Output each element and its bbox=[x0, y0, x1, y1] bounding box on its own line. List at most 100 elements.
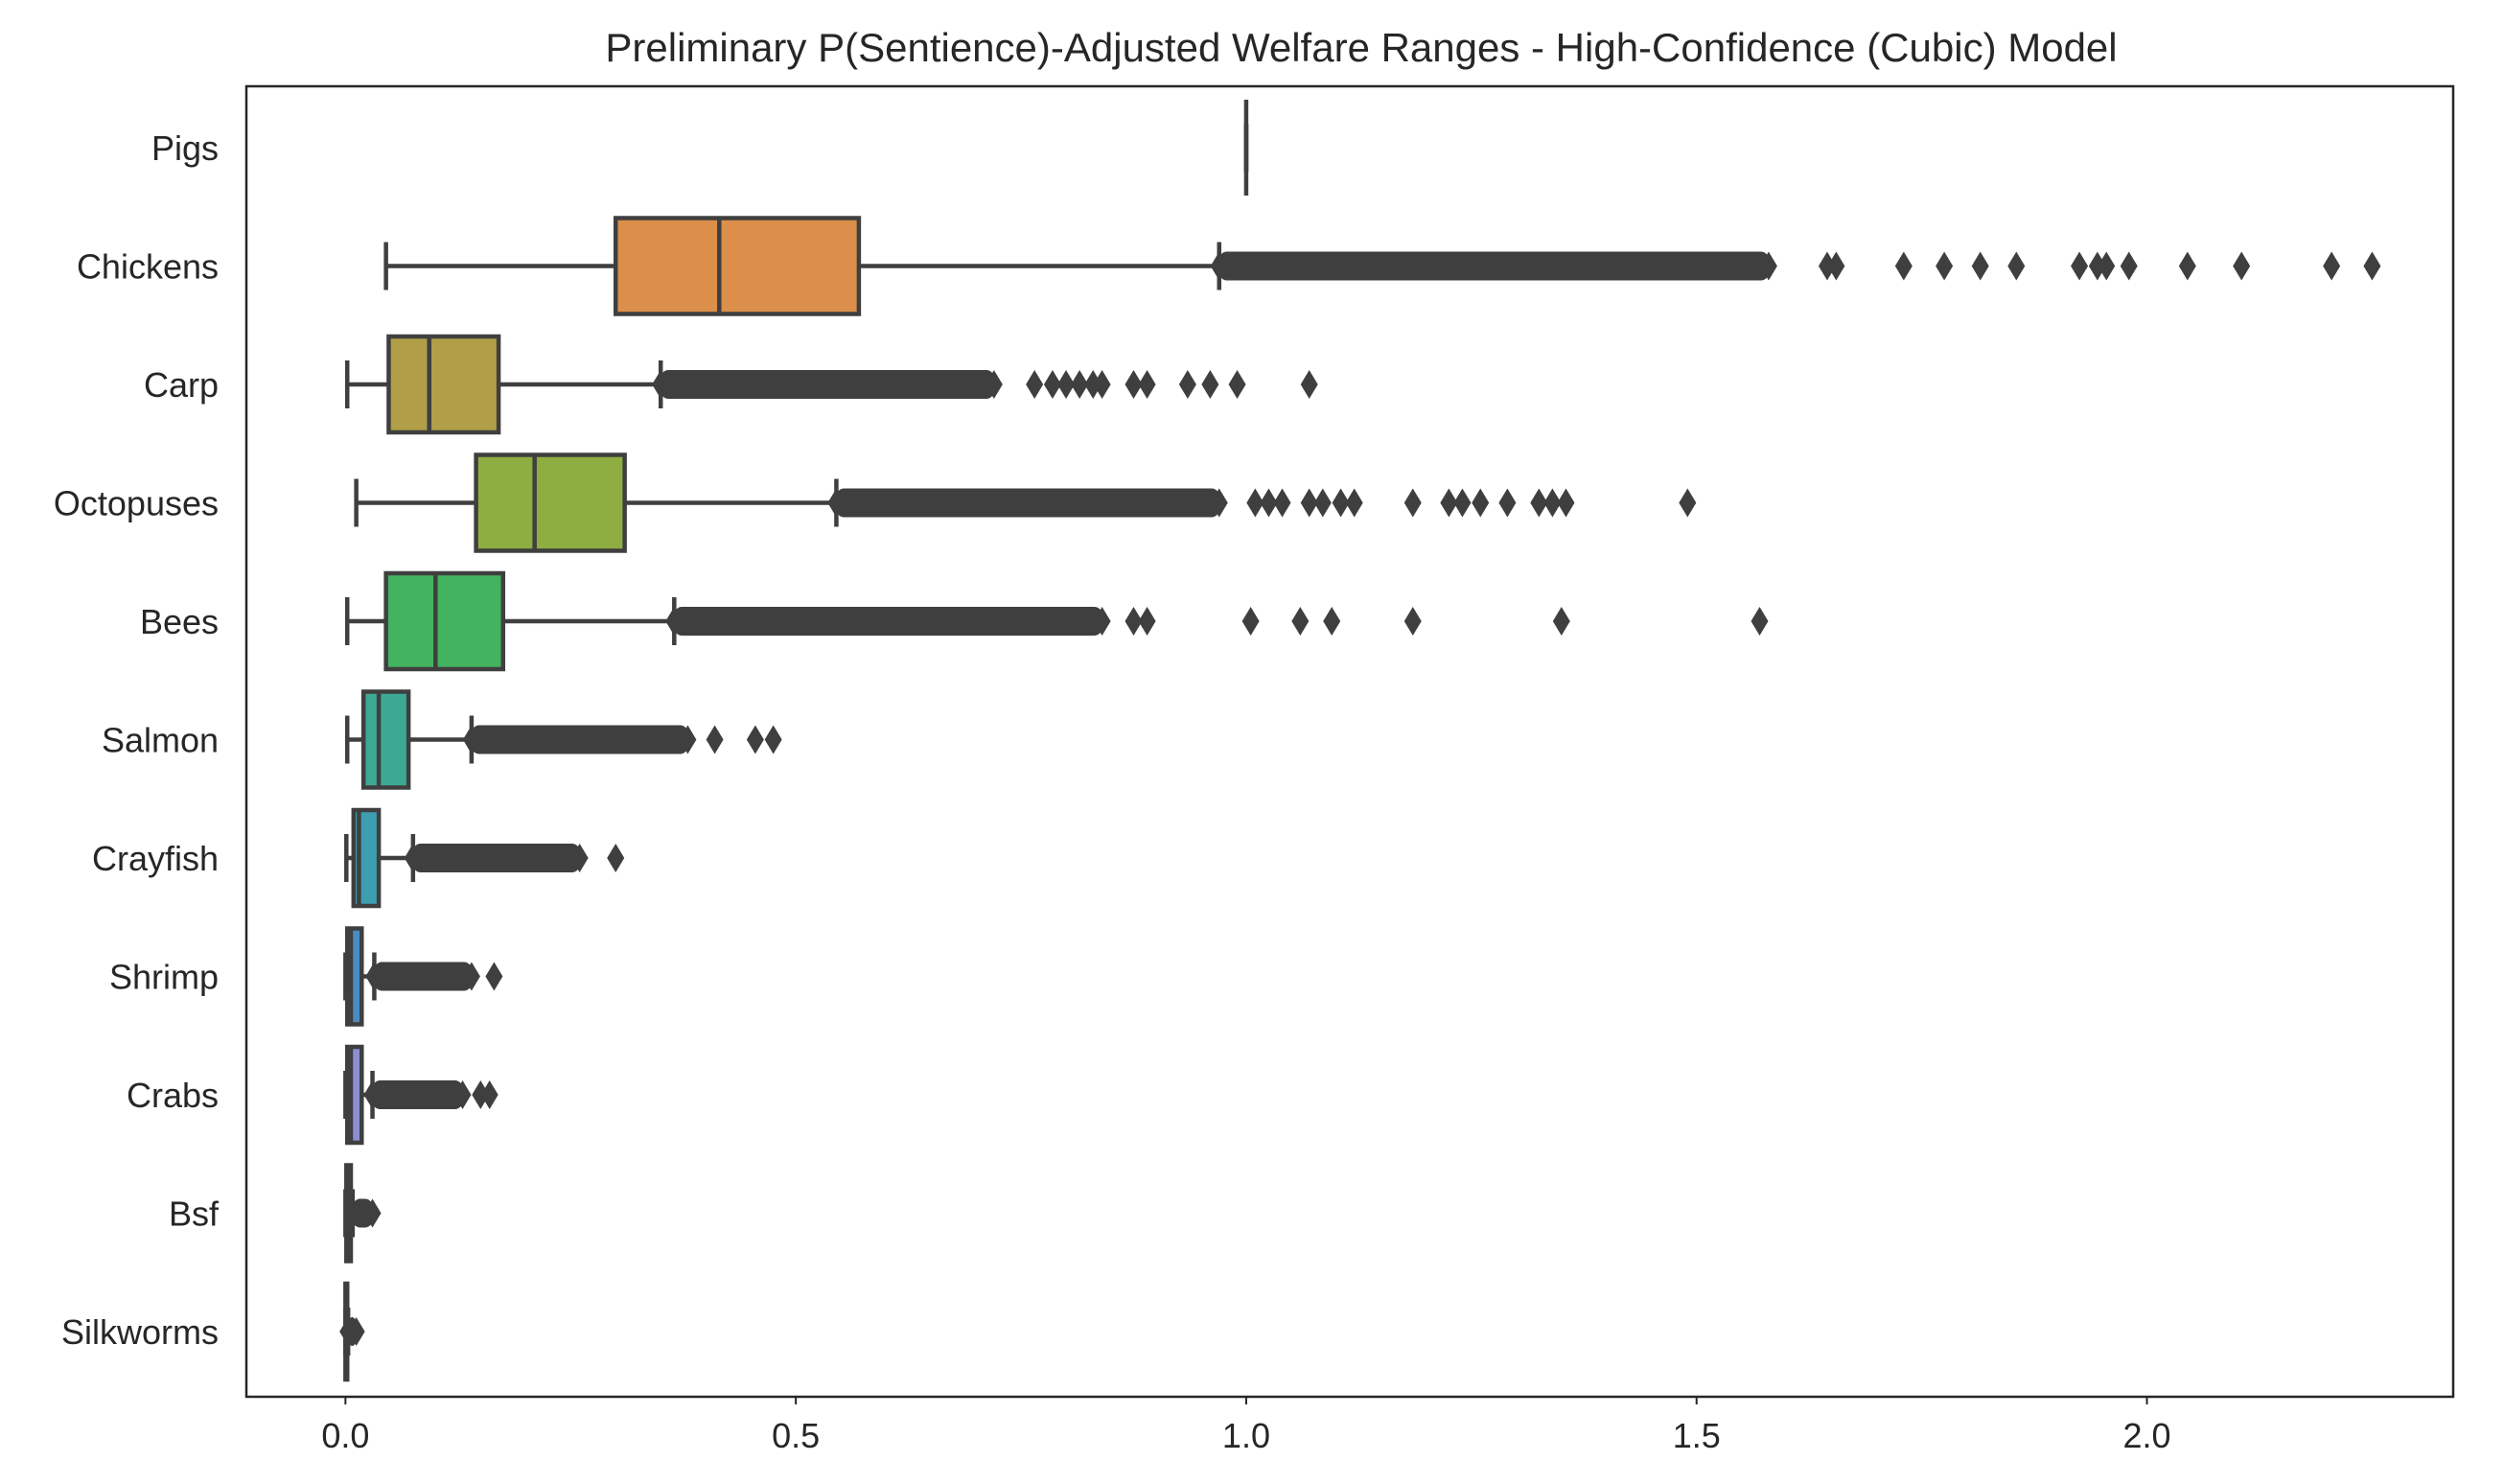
outlier-marker-chickens bbox=[2178, 251, 2196, 281]
outlier-marker-bees bbox=[665, 607, 684, 636]
outlier-marker-chickens bbox=[1210, 251, 1228, 281]
outlier-marker-carp bbox=[1043, 370, 1061, 399]
y-tick-label-salmon: Salmon bbox=[102, 721, 219, 760]
outlier-marker-octopuses bbox=[1246, 488, 1264, 518]
box-salmon bbox=[360, 689, 411, 790]
outlier-band-salmon bbox=[471, 725, 688, 754]
outlier-marker-crabs bbox=[472, 1080, 490, 1109]
outlier-marker-octopuses bbox=[1313, 488, 1332, 518]
outlier-marker-octopuses bbox=[1498, 488, 1517, 518]
outlier-marker-shrimp bbox=[485, 962, 503, 991]
outlier-band-chickens bbox=[1218, 251, 1769, 281]
box-bees bbox=[383, 570, 506, 672]
outlier-marker-chickens bbox=[2071, 251, 2089, 281]
box-group-chickens bbox=[383, 216, 2381, 316]
box-chickens bbox=[613, 216, 862, 316]
box-group-crayfish bbox=[344, 807, 625, 909]
outlier-marker-octopuses bbox=[1345, 488, 1363, 518]
outlier-marker-shrimp bbox=[365, 962, 383, 991]
outlier-marker-octopuses bbox=[1332, 488, 1350, 518]
box-group-bees bbox=[344, 570, 1769, 672]
outlier-marker-chickens bbox=[1971, 251, 1989, 281]
outlier-marker-crabs bbox=[480, 1080, 498, 1109]
y-tick-label-bees: Bees bbox=[140, 602, 219, 641]
outlier-marker-chickens bbox=[2098, 251, 2116, 281]
plot-frame bbox=[244, 84, 2455, 1399]
outlier-marker-chickens bbox=[1818, 251, 1836, 281]
outlier-marker-octopuses bbox=[1530, 488, 1548, 518]
outlier-marker-carp bbox=[1093, 370, 1111, 399]
box-group-bsf bbox=[343, 1163, 382, 1264]
y-tick-label-carp: Carp bbox=[144, 365, 219, 405]
outlier-marker-octopuses bbox=[1557, 488, 1575, 518]
outlier-band-crayfish bbox=[412, 844, 580, 872]
box-group-crabs bbox=[343, 1044, 498, 1146]
box-group-shrimp bbox=[343, 926, 503, 1027]
outlier-marker-bees bbox=[1552, 607, 1570, 636]
outlier-band-bees bbox=[674, 607, 1102, 636]
outlier-marker-octopuses bbox=[827, 488, 846, 518]
outlier-marker-bees bbox=[1291, 607, 1310, 636]
x-tick-label: 0.0 bbox=[321, 1416, 369, 1455]
outlier-band-shrimp bbox=[374, 962, 472, 991]
outlier-marker-carp bbox=[1201, 370, 1219, 399]
outlier-marker-carp bbox=[1057, 370, 1076, 399]
outlier-marker-octopuses bbox=[1440, 488, 1458, 518]
outlier-marker-octopuses bbox=[1679, 488, 1697, 518]
outlier-marker-bees bbox=[1138, 607, 1156, 636]
outlier-marker-bees bbox=[1403, 607, 1422, 636]
outlier-marker-crabs bbox=[453, 1080, 472, 1109]
y-tick-label-bsf: Bsf bbox=[169, 1194, 220, 1234]
x-tick-label: 0.5 bbox=[772, 1416, 820, 1455]
outlier-marker-shrimp bbox=[462, 962, 480, 991]
y-tick-label-silkworms: Silkworms bbox=[61, 1312, 219, 1352]
outlier-marker-octopuses bbox=[1453, 488, 1472, 518]
outlier-marker-carp bbox=[1138, 370, 1156, 399]
chart-title: Preliminary P(Sentience)-Adjusted Welfar… bbox=[605, 25, 2117, 70]
outlier-marker-octopuses bbox=[1472, 488, 1490, 518]
box-group-octopuses bbox=[354, 452, 1697, 553]
outlier-marker-crabs bbox=[363, 1080, 382, 1109]
outlier-marker-chickens bbox=[1827, 251, 1845, 281]
y-tick-label-crayfish: Crayfish bbox=[92, 839, 219, 878]
outlier-marker-octopuses bbox=[1260, 488, 1278, 518]
outlier-marker-octopuses bbox=[1543, 488, 1562, 518]
y-tick-label-octopuses: Octopuses bbox=[54, 484, 219, 523]
outlier-marker-carp bbox=[1228, 370, 1246, 399]
outlier-marker-salmon bbox=[462, 725, 480, 754]
y-tick-label-shrimp: Shrimp bbox=[109, 958, 219, 997]
outlier-marker-chickens bbox=[2233, 251, 2251, 281]
outlier-marker-chickens bbox=[2088, 251, 2106, 281]
outlier-marker-carp bbox=[1071, 370, 1089, 399]
outlier-marker-chickens bbox=[1936, 251, 1954, 281]
outlier-marker-chickens bbox=[1894, 251, 1913, 281]
x-tick-label: 2.0 bbox=[2123, 1416, 2171, 1455]
outlier-marker-salmon bbox=[679, 725, 697, 754]
outlier-marker-salmon bbox=[764, 725, 782, 754]
outlier-marker-salmon bbox=[706, 725, 724, 754]
x-tick-label: 1.5 bbox=[1673, 1416, 1721, 1455]
outlier-marker-carp bbox=[985, 370, 1003, 399]
x-axis-labels: 0.0 0.5 1.0 1.5 2.0 bbox=[321, 1397, 2171, 1455]
outlier-marker-bees bbox=[1124, 607, 1143, 636]
outlier-band-bsf bbox=[352, 1198, 373, 1228]
box-octopuses bbox=[474, 452, 627, 553]
y-tick-label-pigs: Pigs bbox=[151, 128, 219, 168]
box-group-silkworms bbox=[339, 1281, 365, 1382]
outlier-marker-silkworms bbox=[347, 1317, 365, 1346]
outlier-marker-crayfish bbox=[607, 844, 625, 872]
outlier-marker-bees bbox=[1241, 607, 1260, 636]
outlier-marker-bsf bbox=[363, 1198, 382, 1228]
outlier-marker-octopuses bbox=[1210, 488, 1228, 518]
outlier-marker-chickens bbox=[1759, 251, 1777, 281]
outlier-marker-chickens bbox=[2007, 251, 2026, 281]
box-carp bbox=[386, 334, 501, 435]
outlier-marker-salmon bbox=[746, 725, 764, 754]
outlier-band-carp bbox=[661, 370, 994, 399]
outlier-marker-bees bbox=[1323, 607, 1341, 636]
y-tick-label-chickens: Chickens bbox=[77, 247, 219, 287]
x-tick-label: 1.0 bbox=[1222, 1416, 1270, 1455]
outlier-marker-carp bbox=[652, 370, 670, 399]
outlier-marker-chickens bbox=[2120, 251, 2138, 281]
outlier-marker-carp bbox=[1178, 370, 1196, 399]
